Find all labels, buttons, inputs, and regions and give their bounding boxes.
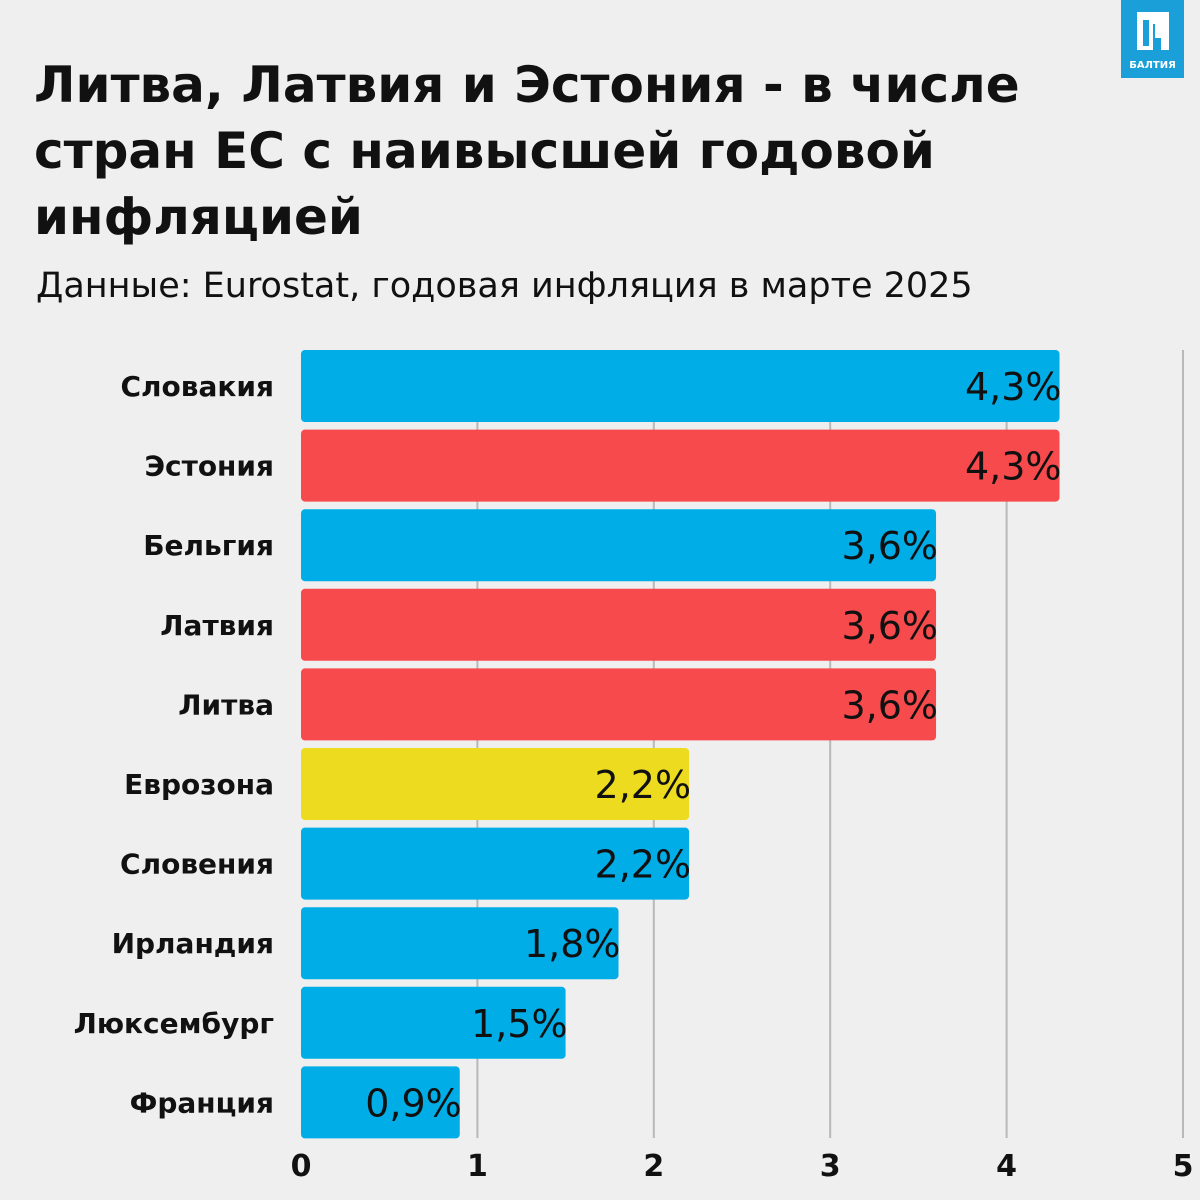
category-label: Латвия [160, 609, 274, 642]
x-tick-label: 0 [291, 1149, 312, 1184]
bar [301, 588, 937, 661]
data-label: 1,8% [524, 922, 621, 966]
bar [301, 907, 619, 980]
category-label: Бельгия [143, 529, 274, 562]
bar [301, 1066, 460, 1139]
category-label: Франция [130, 1086, 274, 1119]
chart-subtitle: Данные: Eurostat, годовая инфляция в мар… [36, 266, 973, 306]
data-label: 2,2% [595, 763, 692, 807]
x-tick-label: 1 [467, 1149, 488, 1184]
bar [301, 748, 690, 820]
bar [301, 986, 566, 1059]
category-label: Эстония [144, 450, 274, 483]
chart-title: Литва, Латвия и Эстония - в числе стран … [34, 56, 1020, 246]
category-label: Словения [120, 848, 274, 881]
bar [301, 429, 1060, 502]
data-label: 0,9% [365, 1081, 462, 1125]
data-label: 4,3% [965, 445, 1062, 489]
baltia-logo: БАЛТИЯ [1121, 0, 1184, 78]
svg-text:БАЛТИЯ: БАЛТИЯ [1129, 60, 1176, 71]
data-label: 1,5% [471, 1002, 568, 1046]
x-tick-label: 2 [643, 1149, 664, 1184]
category-label: Литва [178, 688, 274, 721]
x-tick-label: 3 [820, 1149, 841, 1184]
category-label: Люксембург [74, 1007, 274, 1040]
bar [301, 509, 937, 582]
data-label: 3,6% [841, 524, 938, 568]
category-label: Словакия [120, 370, 274, 403]
bar [301, 827, 690, 900]
x-tick-label: 4 [996, 1149, 1017, 1184]
category-label: Ирландия [112, 927, 274, 960]
category-label: Еврозона [124, 768, 274, 801]
data-label: 4,3% [965, 365, 1062, 409]
data-label: 2,2% [595, 843, 692, 887]
data-label: 3,6% [841, 604, 938, 648]
data-label: 3,6% [841, 683, 938, 727]
bar [301, 668, 937, 741]
bar [301, 350, 1060, 422]
x-tick-label: 5 [1173, 1149, 1194, 1184]
